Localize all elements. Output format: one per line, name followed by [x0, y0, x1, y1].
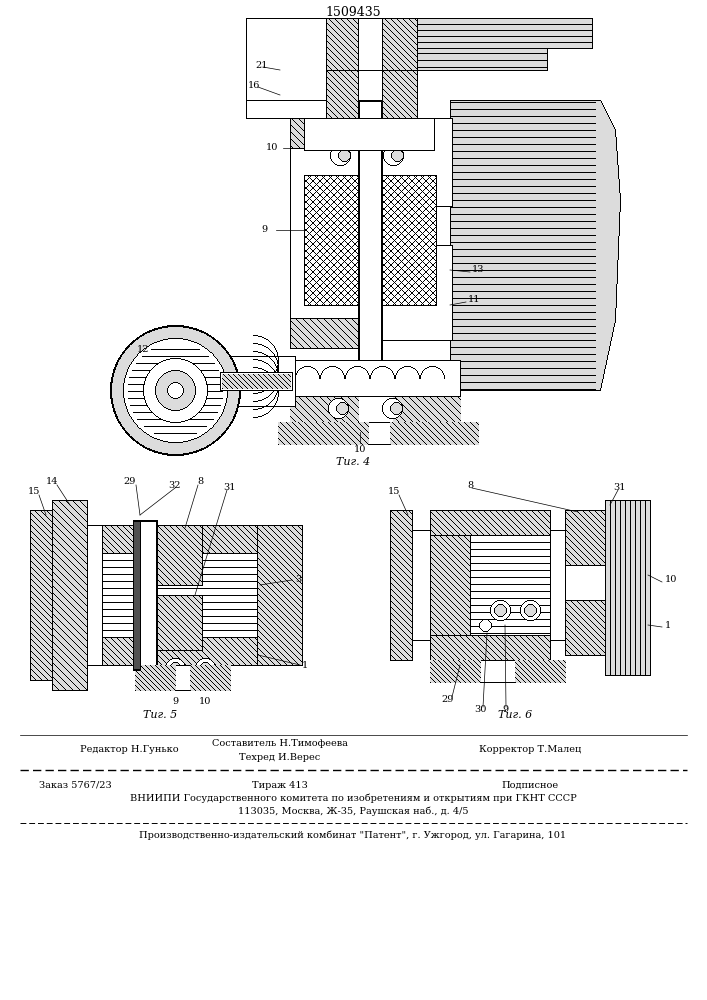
Text: 12: 12 — [136, 346, 149, 355]
Text: Тираж 413: Тираж 413 — [252, 780, 308, 790]
Text: 8: 8 — [467, 481, 473, 489]
Text: Τиг. 5: Τиг. 5 — [143, 710, 177, 720]
Text: 32: 32 — [169, 481, 181, 489]
Text: 9: 9 — [172, 698, 178, 706]
Text: Редактор Н.Гунько: Редактор Н.Гунько — [80, 746, 179, 754]
Text: 9: 9 — [502, 706, 508, 714]
Text: Техред И.Верес: Техред И.Верес — [240, 752, 321, 762]
Text: 9: 9 — [262, 226, 268, 234]
Text: 29: 29 — [124, 478, 136, 487]
Text: 30: 30 — [474, 706, 486, 714]
Text: 16: 16 — [248, 81, 260, 90]
Text: 1509435: 1509435 — [325, 5, 381, 18]
Text: Τиг. 6: Τиг. 6 — [498, 710, 532, 720]
Text: Составитель Н.Тимофеева: Составитель Н.Тимофеева — [212, 738, 348, 748]
Text: 31: 31 — [614, 484, 626, 492]
Text: 21: 21 — [255, 60, 267, 70]
Text: 1: 1 — [665, 620, 671, 630]
Text: 8: 8 — [197, 478, 203, 487]
Text: 1: 1 — [302, 660, 308, 670]
Text: 31: 31 — [223, 484, 236, 492]
Text: 15: 15 — [28, 488, 40, 496]
Text: 29: 29 — [442, 696, 454, 704]
Text: 13: 13 — [472, 265, 484, 274]
Text: Заказ 5767/23: Заказ 5767/23 — [39, 780, 112, 790]
Text: 14: 14 — [46, 478, 58, 487]
Text: 11: 11 — [468, 296, 481, 304]
Text: 15: 15 — [388, 488, 400, 496]
Text: 3: 3 — [295, 576, 301, 584]
Text: Корректор Т.Малец: Корректор Т.Малец — [479, 746, 581, 754]
Text: 113035, Москва, Ж-35, Раушская наб., д. 4/5: 113035, Москва, Ж-35, Раушская наб., д. … — [238, 806, 468, 816]
Text: 10: 10 — [354, 446, 366, 454]
Text: Подписное: Подписное — [501, 780, 559, 790]
Text: 10: 10 — [199, 698, 211, 706]
Text: ВНИИПИ Государственного комитета по изобретениям и открытиям при ГКНТ СССР: ВНИИПИ Государственного комитета по изоб… — [129, 793, 576, 803]
Text: 10: 10 — [665, 576, 677, 584]
Text: Τиг. 4: Τиг. 4 — [336, 457, 370, 467]
Text: 10: 10 — [266, 143, 278, 152]
Text: Производственно-издательский комбинат "Патент", г. Ужгород, ул. Гагарина, 101: Производственно-издательский комбинат "П… — [139, 830, 566, 840]
